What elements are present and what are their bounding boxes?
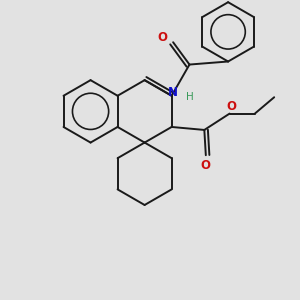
Text: O: O: [201, 159, 211, 172]
Text: O: O: [226, 100, 236, 113]
Text: H: H: [186, 92, 194, 102]
Text: O: O: [158, 31, 168, 44]
Text: N: N: [168, 86, 178, 99]
